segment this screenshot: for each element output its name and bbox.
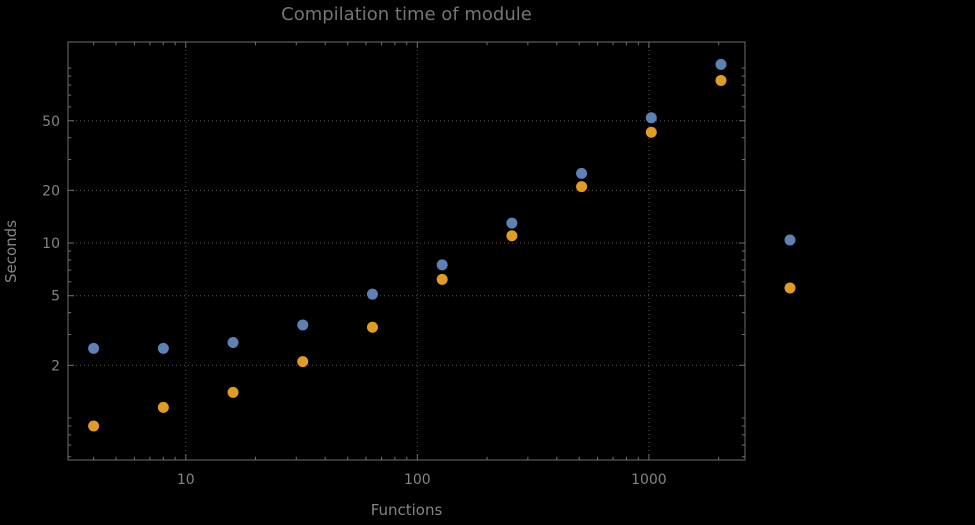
x-axis-label: Functions — [370, 501, 443, 519]
y-tick-label: 5 — [51, 289, 60, 305]
orange-series-point — [645, 126, 657, 138]
orange-series-point — [715, 74, 727, 86]
x-tick-label: 100 — [404, 472, 431, 488]
orange-series-point — [88, 420, 100, 432]
orange-series-point — [227, 386, 239, 398]
orange-series-point — [576, 181, 588, 193]
y-tick-label: 50 — [42, 114, 60, 130]
legend-marker — [784, 234, 796, 246]
blue-series-point — [227, 337, 239, 349]
y-tick-label: 2 — [51, 358, 60, 374]
blue-series-point — [297, 319, 309, 331]
orange-series-point — [366, 321, 378, 333]
blue-series-point — [88, 342, 100, 354]
chart-title: Compilation time of module — [281, 4, 532, 25]
y-tick-label: 10 — [42, 236, 60, 252]
orange-series-point — [436, 273, 448, 285]
blue-series-point — [436, 259, 448, 271]
x-tick-label: 1000 — [631, 472, 667, 488]
blue-series-point — [715, 58, 727, 70]
blue-series-point — [506, 217, 518, 229]
blue-series-point — [157, 342, 169, 354]
orange-series-point — [297, 356, 309, 368]
legend-marker — [784, 282, 796, 294]
plot-frame — [67, 41, 746, 461]
blue-series-point — [645, 112, 657, 124]
orange-series-point — [506, 230, 518, 242]
y-tick-label: 20 — [42, 183, 60, 199]
orange-series-point — [157, 401, 169, 413]
blue-series-point — [576, 167, 588, 179]
x-tick-label: 10 — [177, 472, 195, 488]
blue-series-point — [366, 288, 378, 300]
